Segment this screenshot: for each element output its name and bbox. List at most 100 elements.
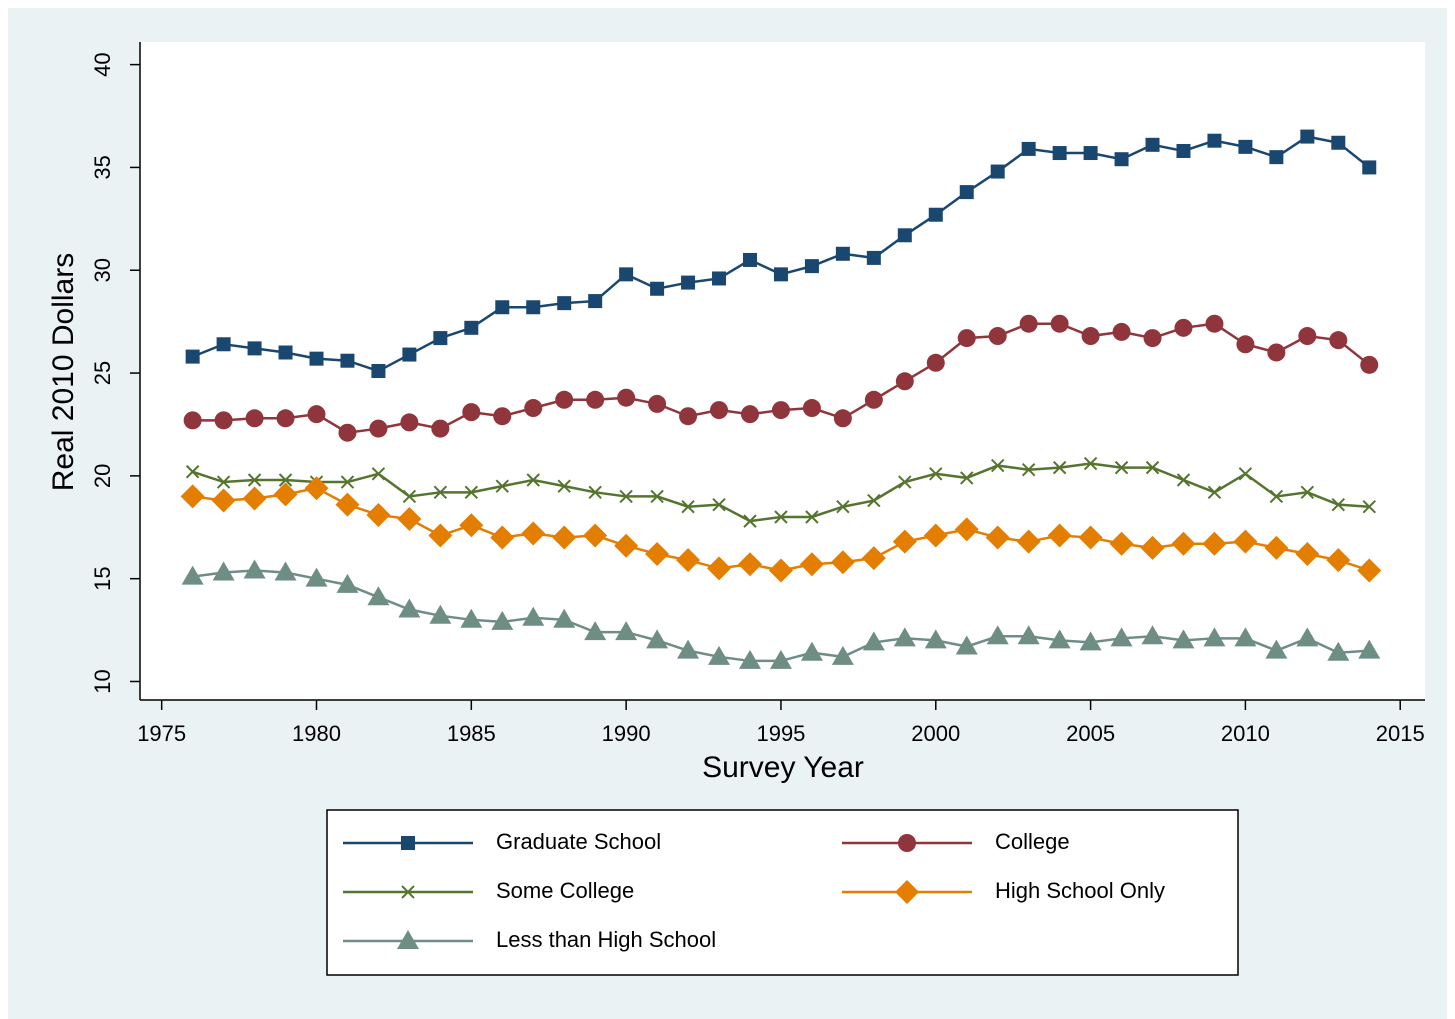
point: [402, 489, 417, 504]
point: [1236, 335, 1255, 354]
point: [304, 476, 329, 501]
point: [274, 561, 297, 581]
point: [955, 635, 978, 655]
point: [677, 639, 700, 659]
point: [371, 364, 386, 378]
point: [862, 631, 885, 651]
y-tick-label: 10: [90, 669, 115, 693]
point: [212, 561, 235, 581]
point: [831, 645, 854, 665]
point: [802, 399, 821, 418]
y-tick-label: 40: [90, 52, 115, 76]
point: [990, 164, 1005, 179]
point: [988, 327, 1007, 346]
point: [681, 500, 695, 514]
x-tick-label: 2005: [1066, 721, 1115, 746]
point: [1234, 627, 1257, 647]
point: [1110, 627, 1133, 647]
point: [800, 641, 823, 661]
point: [805, 510, 819, 524]
point: [740, 405, 759, 424]
point: [960, 471, 974, 485]
point: [743, 514, 757, 528]
point: [1296, 627, 1319, 647]
point: [522, 606, 545, 626]
legend-label: Some College: [496, 878, 634, 903]
point: [1081, 327, 1100, 346]
legend: [326, 809, 1239, 976]
point: [366, 502, 391, 527]
y-axis-title: Real 2010 Dollars: [47, 253, 80, 491]
point: [211, 488, 236, 513]
point: [1362, 500, 1376, 514]
point: [340, 475, 355, 489]
point: [867, 493, 881, 508]
point: [276, 409, 295, 428]
point: [1083, 146, 1098, 161]
point: [181, 565, 204, 585]
point: [495, 300, 510, 315]
point: [1021, 141, 1036, 156]
point: [924, 629, 947, 649]
point: [247, 341, 262, 356]
point: [619, 489, 633, 504]
x-axis-title: Survey Year: [702, 751, 864, 784]
point: [588, 485, 602, 500]
point: [583, 523, 608, 548]
point: [1114, 152, 1129, 167]
point: [495, 479, 509, 493]
point: [1362, 160, 1377, 175]
point: [1238, 139, 1253, 154]
point: [645, 542, 670, 567]
point: [278, 473, 293, 487]
point: [1140, 535, 1165, 560]
point: [1052, 460, 1067, 475]
point: [864, 390, 883, 409]
point: [247, 473, 262, 487]
point: [555, 390, 574, 409]
point: [954, 517, 979, 542]
point: [1202, 531, 1227, 556]
point: [1078, 525, 1103, 550]
legend-label: Less than High School: [496, 927, 716, 952]
point: [861, 546, 886, 571]
legend-marker: [895, 880, 919, 904]
point: [493, 407, 512, 426]
point: [928, 207, 943, 222]
point: [402, 347, 417, 362]
point: [1357, 558, 1382, 583]
point: [1265, 639, 1288, 659]
point: [676, 548, 701, 573]
point: [769, 649, 792, 669]
legend-label: College: [995, 829, 1070, 854]
point: [619, 267, 634, 282]
point: [1112, 322, 1131, 341]
point: [1331, 497, 1346, 512]
point: [398, 598, 421, 618]
point: [1298, 327, 1317, 346]
point: [737, 552, 762, 577]
point: [1327, 641, 1350, 661]
point: [710, 401, 729, 420]
point: [985, 525, 1010, 550]
point: [712, 497, 726, 512]
point: [1021, 462, 1036, 477]
point: [1295, 542, 1320, 567]
y-tick-label: 30: [90, 258, 115, 282]
point: [866, 250, 881, 265]
point: [897, 228, 912, 243]
legend-marker: [401, 885, 415, 899]
x-tick-label: 1985: [447, 721, 496, 746]
point: [491, 610, 514, 630]
point: [214, 411, 233, 430]
point: [1358, 639, 1381, 659]
point: [216, 475, 231, 489]
point: [1145, 137, 1160, 152]
x-tick-label: 2010: [1221, 721, 1270, 746]
point: [799, 552, 824, 577]
point: [185, 349, 200, 364]
point: [1360, 355, 1379, 374]
point: [273, 482, 298, 507]
point: [429, 604, 452, 624]
